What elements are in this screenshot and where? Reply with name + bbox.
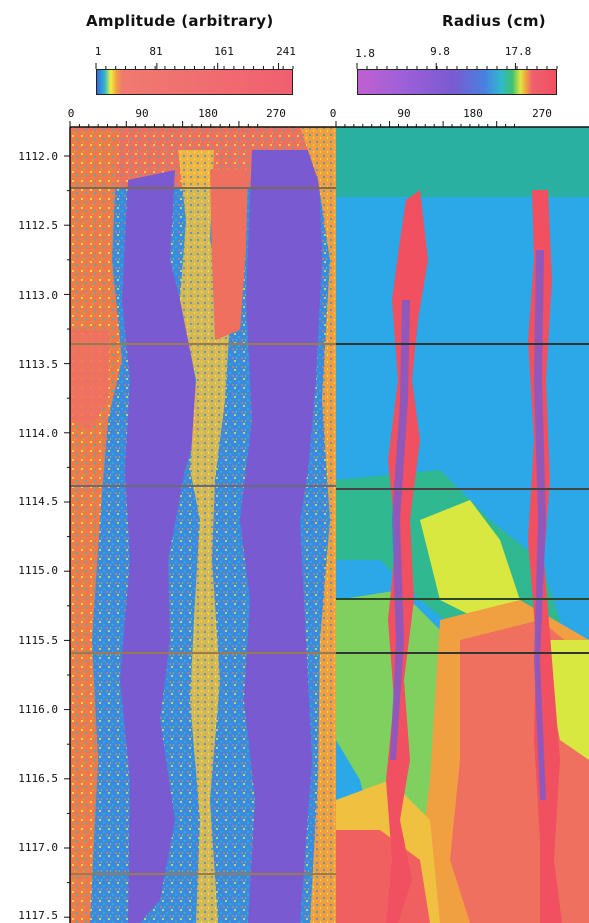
depth-tick-label: 1114.5 xyxy=(18,495,58,508)
amp-colorbar-tick-label: 81 xyxy=(149,45,163,58)
depth-tick-label: 1116.5 xyxy=(18,772,58,785)
depth-tick-label: 1114.0 xyxy=(18,427,58,440)
depth-tick-label: 1112.5 xyxy=(18,219,58,232)
radius-colorbar xyxy=(357,69,557,95)
rad-x-tick-label: 90 xyxy=(397,107,411,120)
amplitude-image xyxy=(70,127,336,923)
depth-tick-label: 1117.0 xyxy=(18,841,58,854)
amplitude-title: Amplitude (arbitrary) xyxy=(86,12,274,30)
depth-tick-label: 1116.0 xyxy=(18,703,58,716)
depth-tick-label: 1115.5 xyxy=(18,634,58,647)
rad-x-tick-label: 270 xyxy=(532,107,552,120)
depth-tick-label: 1112.0 xyxy=(18,150,58,163)
rad-colorbar-tick-label: 1.8 xyxy=(355,47,375,60)
rad-colorbar-tick-label: 9.8 xyxy=(430,45,450,58)
amp-colorbar-tick-label: 1 xyxy=(94,45,102,58)
depth-tick-label: 1113.5 xyxy=(18,358,58,371)
amp-x-tick-label: 270 xyxy=(266,107,286,120)
rad-x-tick-label: 180 xyxy=(463,107,483,120)
axis-ticks xyxy=(64,63,558,918)
rad-x-tick-label: 0 xyxy=(329,107,337,120)
amp-colorbar-tick-label: 161 xyxy=(214,45,234,58)
radius-image xyxy=(336,127,589,923)
rad-colorbar-tick-label: 17.8 xyxy=(504,45,532,58)
amp-x-tick-label: 0 xyxy=(67,107,75,120)
amp-colorbar-tick-label: 241 xyxy=(276,45,296,58)
depth-tick-label: 1113.0 xyxy=(18,289,58,302)
amp-x-tick-label: 90 xyxy=(135,107,149,120)
radius-title: Radius (cm) xyxy=(442,12,546,30)
depth-tick-label: 1117.5 xyxy=(18,909,58,922)
amp-x-tick-label: 180 xyxy=(198,107,218,120)
depth-tick-label: 1115.0 xyxy=(18,564,58,577)
amplitude-colorbar xyxy=(96,69,293,95)
